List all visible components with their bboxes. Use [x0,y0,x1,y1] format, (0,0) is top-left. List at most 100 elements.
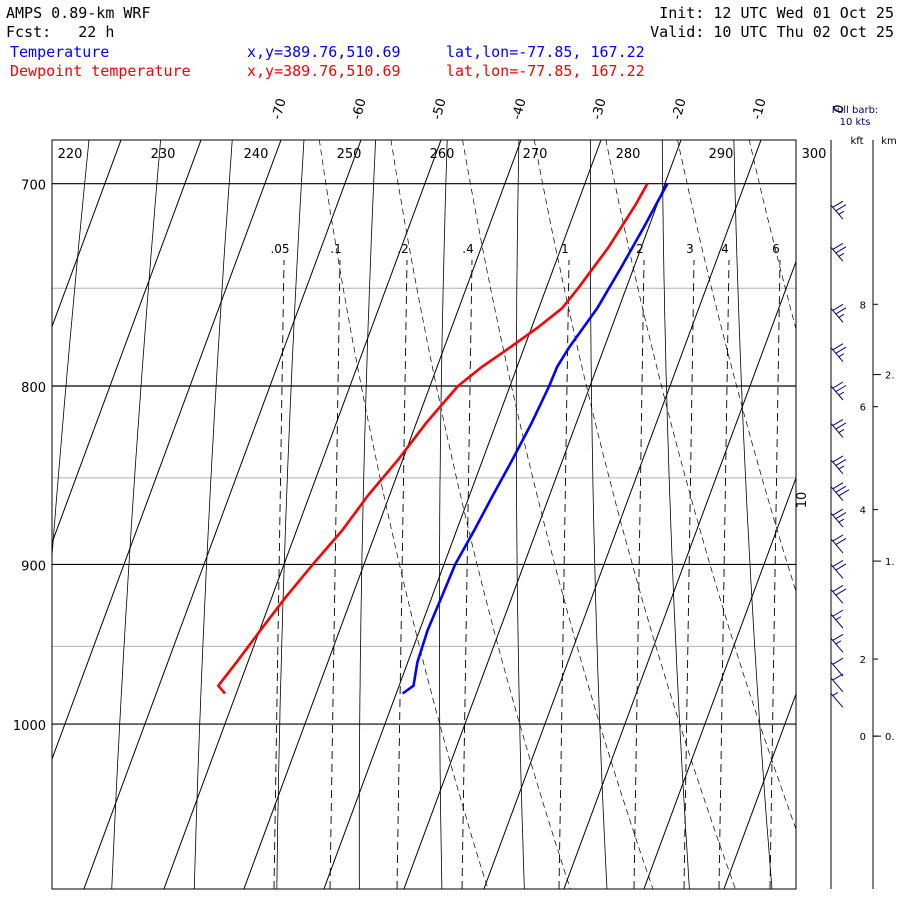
mixing-ratio-label: 6 [772,242,780,256]
dry-adiabat-line [661,140,690,889]
wind-barb [830,585,847,604]
dry-adiabat-line [193,140,233,889]
isotherm-line [643,476,796,889]
mixing-ratio-label: .2 [397,242,408,256]
moist-adiabat-line [462,140,654,889]
wind-barb [830,560,847,579]
theta-tick-label: 250 [337,147,362,162]
wind-barb-half-flag [835,616,842,621]
dew-latlon-readout: lat,lon=-77.85, 167.22 [446,62,645,80]
valid-time: Valid: 10 UTC Thu 02 Oct 25 [650,23,894,41]
moist-adiabat-line [533,140,736,889]
wind-barb-shaft [830,661,844,677]
wind-barb-flag [832,381,844,389]
dry-adiabat-line [590,140,608,889]
temperature-tick-label: -70 [270,97,290,121]
wind-barb [830,381,847,401]
isotherm-line [804,140,900,889]
mixing-ratio-label: 2 [636,242,644,256]
isotherm-line [52,140,122,328]
moist-adiabat-line [390,140,571,889]
wind-barb-half-flag [832,692,839,696]
mixing-ratio-label: .4 [462,242,473,256]
wind-barb-half-flag [838,252,845,257]
temperature-tick-label: -10 [750,97,770,121]
kft-label: kft [850,136,863,147]
dry-adiabat-line [52,140,90,561]
km-tick-label: 0. [885,732,895,743]
wind-barb-half-flag [838,428,845,433]
wind-barb [830,534,847,554]
isotherm-line [163,140,442,889]
isotherm-line [0,140,41,889]
wind-barb-shaft [830,385,844,401]
plot-frame [51,139,797,890]
km-label: km [881,136,897,147]
wind-barb-flag [832,200,844,208]
mixing-ratio-line [633,259,645,889]
barb-title-1: Full barb: [832,105,879,116]
temperature-tick-label: -50 [430,97,450,121]
dry-adiabat-line [276,140,305,889]
pressure-tick-label: 1000 [13,719,46,734]
barb-title-2: 10 kts [840,117,871,128]
temperature-tick-label: -60 [350,97,370,121]
wind-barb-shaft [830,459,844,475]
wind-barb-flag [832,534,844,542]
isotherm-line [723,692,796,889]
wind-barb-half-flag [838,391,845,396]
mixing-ratio-line [396,259,408,889]
mixing-ratio-line [718,259,730,889]
wind-barb-flag [835,204,847,212]
mixing-ratio-line [683,259,695,889]
dry-adiabat-line [439,140,448,889]
wind-barb-shaft [830,423,844,438]
theta-tick-label: 280 [616,147,641,162]
pressure-tick-label: 800 [21,381,46,396]
wind-barb-shaft [830,246,844,262]
wind-barb [830,242,847,262]
dry-adiabat-line [358,140,377,889]
temperature-tick-label: -20 [670,97,690,121]
moist-adiabat-line [885,110,900,900]
wind-barb-shaft [830,486,844,502]
kft-tick-label: 6 [860,403,866,414]
legend-temperature: Temperature [10,43,110,61]
wind-barb-flag [832,633,844,641]
wind-barb-flag [832,560,844,567]
wind-barb-flag [832,343,844,351]
wind-barb [830,343,847,362]
isotherm-line [52,140,202,545]
moist-adiabat-line [318,140,489,889]
moist-adiabat-line [814,110,900,900]
wind-barb-flag [835,346,847,354]
wind-barb [830,482,850,502]
legend-dewpoint: Dewpoint temperature [10,62,191,80]
forecast-hour: Fcst: 22 h [6,23,115,41]
wind-barb-flag [835,246,847,254]
wind-barb-shaft [830,347,844,362]
mixing-ratio-line [461,259,473,889]
wind-barb-flag [832,242,844,250]
theta-tick-label: 290 [709,147,734,162]
wind-barb [830,508,847,528]
init-time: Init: 12 UTC Wed 01 Oct 25 [659,4,894,22]
wind-barb-flag [835,563,847,571]
wind-barb-flag [832,508,844,516]
sounding-profiles [217,183,669,695]
mixing-ratio-label: .1 [330,242,341,256]
mixing-ratio-label: 4 [721,242,729,256]
temperature-tick-label: -30 [590,97,610,121]
model-title: AMPS 0.89-km WRF [6,4,151,22]
wind-barb [830,633,844,653]
pressure-tick-label: 700 [21,179,46,194]
wind-barb-flag [835,385,847,392]
wind-barb-flag [838,489,850,497]
wind-barb [830,673,844,693]
theta-e-label: 10 [795,492,810,509]
moist-adiabat-line [748,140,796,331]
isotherm-line [323,140,602,889]
kft-tick-label: 4 [860,506,866,517]
temp-xy-readout: x,y=389.76,510.69 [247,43,401,61]
